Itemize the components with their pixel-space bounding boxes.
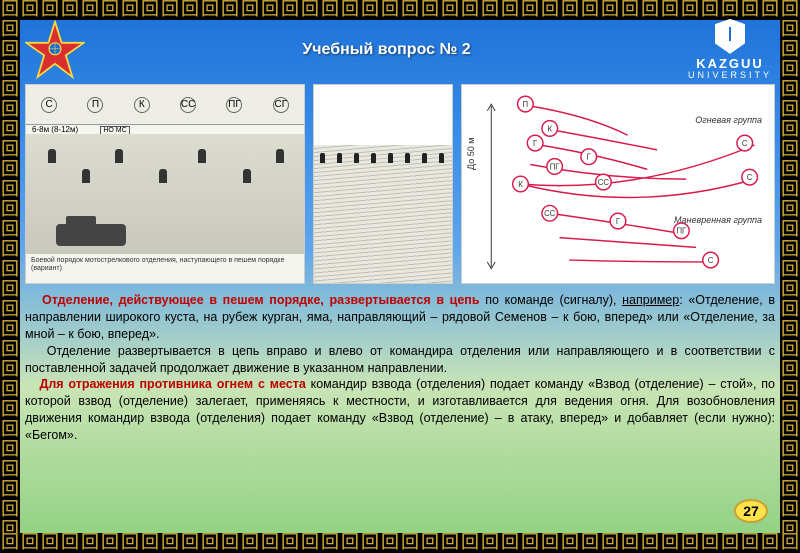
node-label: К <box>518 180 523 189</box>
soldier-icon <box>243 169 251 183</box>
spacing-note: 6-8м (8-12м) <box>32 125 78 134</box>
soldier-icon <box>354 153 359 163</box>
soldier-icon <box>198 149 206 163</box>
vehicle-icon <box>56 224 126 246</box>
slide-frame: 回回回回回回回回回回回回回回回回回回回回回回回回回回回回回回回回回回回回回回回回… <box>0 0 800 553</box>
border-right: 回回回回回回回回回回回回回回回回回回回回回回回回回回 <box>780 20 800 533</box>
unit-label: СГ <box>273 97 289 113</box>
node-label: П <box>523 100 529 109</box>
node-label: С <box>747 173 753 182</box>
university-sub: UNIVERSITY <box>688 71 772 81</box>
soldier-icon <box>439 153 444 163</box>
university-name: KAZGUU <box>688 57 772 71</box>
diagram-maneuver: ПКГГПГССКССГПГССС До 50 м Огневая группа… <box>461 84 775 284</box>
p2: Отделение развертывается в цепь вправо и… <box>25 344 775 375</box>
university-logo: KAZGUU UNIVERSITY <box>688 19 772 81</box>
soldier-icon <box>422 153 427 163</box>
body-text: Отделение, действующее в пешем порядке, … <box>25 292 775 444</box>
soldier-icon <box>388 153 393 163</box>
soldier-icon <box>405 153 410 163</box>
unit-label: ПГ <box>226 97 242 113</box>
soldier-icon <box>276 149 284 163</box>
node-label: К <box>547 124 552 133</box>
node-label: С <box>742 139 748 148</box>
p1-example: например <box>622 293 679 307</box>
node-label: ПГ <box>676 227 687 236</box>
soldier-icon <box>320 153 325 163</box>
unit-label: К <box>134 97 150 113</box>
group1-label: Огневая группа <box>695 115 762 125</box>
node-label: ПГ <box>550 162 561 171</box>
soldier-icon <box>337 153 342 163</box>
page-number: 27 <box>734 499 768 523</box>
border-left: 回回回回回回回回回回回回回回回回回回回回回回回回回回 <box>0 20 20 533</box>
node-label: С <box>708 256 714 265</box>
diagram-landscape <box>313 84 453 284</box>
diagram-formation: СПКССПГСГ 6-8м (8-12м) НО МС Боевой поря… <box>25 84 305 284</box>
diagram-row: СПКССПГСГ 6-8м (8-12м) НО МС Боевой поря… <box>25 84 775 284</box>
diagram1-caption: Боевой порядок мотострелкового отделения… <box>26 254 304 275</box>
p3-lead: Для отражения противника огнем с места <box>39 377 305 391</box>
p1-cont: по команде (сигналу), <box>480 293 623 307</box>
border-bottom: 回回回回回回回回回回回回回回回回回回回回回回回回回回回回回回回回回回回回回回回回 <box>0 533 800 553</box>
slide-title: Учебный вопрос № 2 <box>85 41 688 59</box>
node-label: СС <box>598 178 610 187</box>
header: Учебный вопрос № 2 KAZGUU UNIVERSITY <box>20 20 780 80</box>
soldier-icon <box>48 149 56 163</box>
shield-icon <box>715 19 745 54</box>
unit-label: П <box>87 97 103 113</box>
unit-label: СС <box>180 97 196 113</box>
axis-label: До 50 м <box>466 138 476 170</box>
soldier-icon <box>82 169 90 183</box>
soldier-icon <box>371 153 376 163</box>
military-star-emblem <box>25 20 85 80</box>
border-top: 回回回回回回回回回回回回回回回回回回回回回回回回回回回回回回回回回回回回回回回回 <box>0 0 800 20</box>
soldier-icon <box>115 149 123 163</box>
unit-label: С <box>41 97 57 113</box>
group2-label: Маневренная группа <box>674 215 762 225</box>
p1-lead: Отделение, действующее в пешем порядке, … <box>42 293 480 307</box>
soldier-icon <box>159 169 167 183</box>
node-label: СС <box>544 209 556 218</box>
